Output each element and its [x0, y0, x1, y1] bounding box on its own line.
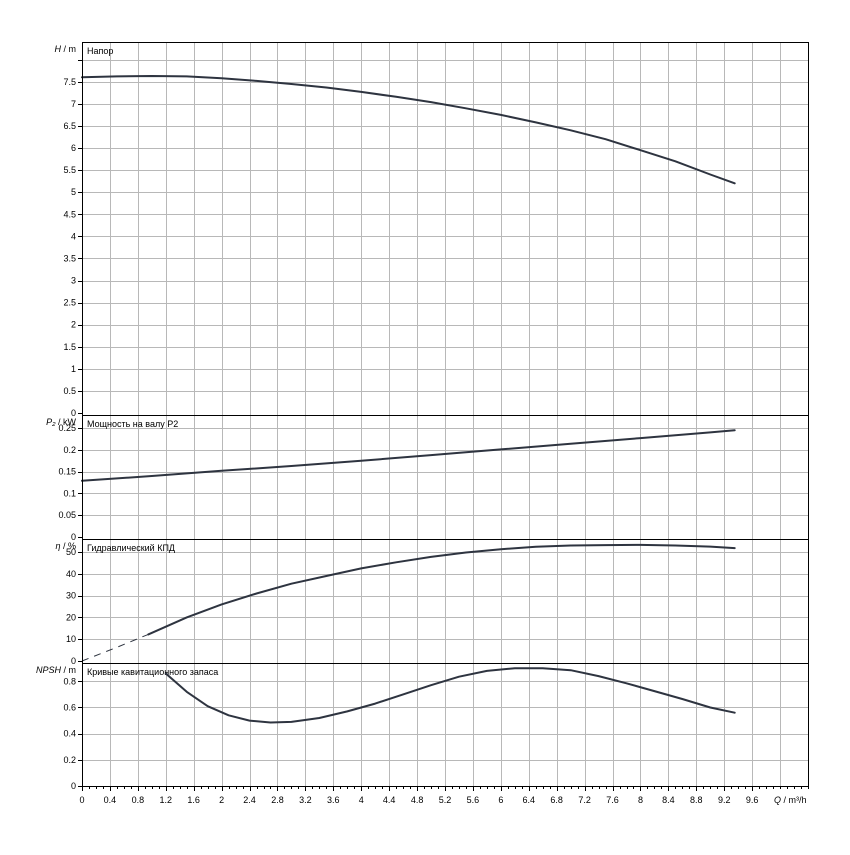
x-axis-variable: Q — [774, 795, 781, 805]
y-tick-label: 0.4 — [63, 729, 76, 739]
y-axis-label: NPSH / m — [36, 665, 76, 675]
y-tick-label: 0.2 — [63, 755, 76, 765]
x-tick-label: 9.6 — [746, 795, 759, 805]
y-axis-unit: / % — [60, 541, 76, 551]
x-axis-label: Q / m³/h — [774, 795, 807, 805]
y-axis-variable: NPSH — [36, 665, 62, 675]
y-tick-label: 0.25 — [58, 423, 76, 433]
x-tick-label: 7.2 — [578, 795, 591, 805]
power-curve-solid — [81, 429, 736, 482]
y-tick-label: 2.5 — [63, 298, 76, 308]
y-tick-label: 6 — [71, 143, 76, 153]
y-tick-label: 6.5 — [63, 121, 76, 131]
y-tick-label: 40 — [66, 569, 76, 579]
x-tick-label: 4.4 — [383, 795, 396, 805]
panel-title: Мощность на валу P2 — [87, 419, 178, 429]
panel-title: Кривые кавитационного запаса — [87, 667, 218, 677]
y-axis-unit: / m — [61, 44, 76, 54]
x-tick-label: 8.4 — [662, 795, 675, 805]
y-tick-label: 10 — [66, 634, 76, 644]
x-tick-label: 4.8 — [411, 795, 424, 805]
x-tick-label: 6.4 — [523, 795, 536, 805]
y-tick-label: 0.05 — [58, 510, 76, 520]
y-tick-label: 0.15 — [58, 467, 76, 477]
head-curve-solid — [81, 75, 736, 185]
x-tick-label: 1.2 — [160, 795, 173, 805]
x-tick-label: 8 — [638, 795, 643, 805]
y-tick-label: 50 — [66, 547, 76, 557]
x-tick-label: 9.2 — [718, 795, 731, 805]
x-tick-label: 3.2 — [299, 795, 312, 805]
y-tick-label: 4 — [71, 231, 76, 241]
y-axis-label: H / m — [55, 44, 77, 54]
x-tick-label: 5.2 — [439, 795, 452, 805]
x-tick-label: 0.8 — [132, 795, 145, 805]
y-axis-unit: / kW — [56, 417, 77, 427]
y-tick-label: 1 — [71, 364, 76, 374]
y-axis-unit: / m — [61, 665, 76, 675]
x-tick-label: 6.8 — [550, 795, 563, 805]
x-tick-label: 2.4 — [243, 795, 256, 805]
y-axis-variable: η — [55, 541, 60, 551]
y-tick-label: 5.5 — [63, 165, 76, 175]
y-tick-label: 0 — [71, 781, 76, 791]
x-tick-label: 2.8 — [271, 795, 284, 805]
y-tick-label: 4.5 — [63, 209, 76, 219]
x-tick-label: 7.6 — [606, 795, 619, 805]
y-tick-label: 1.5 — [63, 342, 76, 352]
y-tick-label: 5 — [71, 187, 76, 197]
efficiency-curve-solid — [147, 543, 736, 636]
x-tick-label: 5.6 — [467, 795, 480, 805]
y-tick-label: 0.1 — [63, 488, 76, 498]
x-tick-label: 8.8 — [690, 795, 703, 805]
x-tick-label: 0.4 — [104, 795, 117, 805]
y-tick-label: 30 — [66, 591, 76, 601]
y-axis-label: η / % — [55, 541, 76, 551]
y-tick-label: 0.6 — [63, 702, 76, 712]
x-tick-label: 3.6 — [327, 795, 340, 805]
y-axis-variable: H — [55, 44, 62, 54]
npsh-curve-solid — [164, 667, 736, 724]
x-tick-label: 1.6 — [187, 795, 200, 805]
y-tick-label: 0 — [71, 656, 76, 666]
y-tick-label: 20 — [66, 612, 76, 622]
y-tick-label: 7 — [71, 99, 76, 109]
x-tick-label: 0 — [79, 795, 84, 805]
y-tick-label: 0 — [71, 408, 76, 418]
y-tick-label: 7.5 — [63, 77, 76, 87]
y-tick-label: 0.5 — [63, 386, 76, 396]
x-tick-label: 2 — [219, 795, 224, 805]
y-tick-label: 2 — [71, 320, 76, 330]
y-tick-label: 0.8 — [63, 676, 76, 686]
y-tick-label: 0.2 — [63, 445, 76, 455]
y-tick-label: 0 — [71, 532, 76, 542]
x-axis-unit: / m³/h — [781, 795, 807, 805]
panel-title: Гидравлический КПД — [87, 543, 175, 553]
panel-title: Напор — [87, 46, 113, 56]
x-tick-label: 6 — [498, 795, 503, 805]
y-axis-variable: P₂ — [46, 417, 56, 427]
x-tick-label: 4 — [359, 795, 364, 805]
y-axis-label: P₂ / kW — [46, 417, 76, 427]
y-tick-label: 3 — [71, 276, 76, 286]
y-tick-label: 3.5 — [63, 253, 76, 263]
